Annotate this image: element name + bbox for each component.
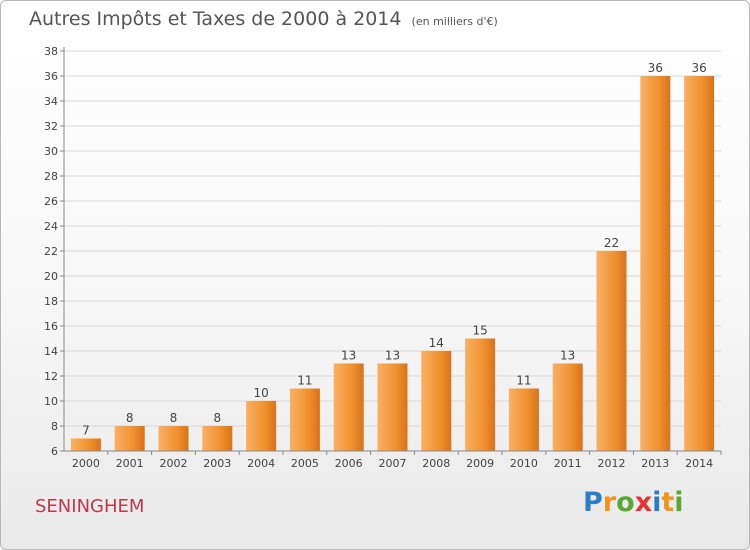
logo-letter: P — [583, 487, 603, 518]
bar-value-label: 15 — [472, 324, 487, 338]
bar — [333, 363, 364, 451]
y-tick-label: 36 — [44, 70, 58, 83]
x-tick-label: 2003 — [203, 457, 231, 470]
bar-value-label: 11 — [297, 374, 312, 388]
bar — [202, 426, 233, 451]
logo-letter: i — [652, 487, 662, 518]
x-tick-label: 2007 — [379, 457, 407, 470]
x-tick-label: 2013 — [641, 457, 669, 470]
x-tick-label: 2002 — [160, 457, 188, 470]
x-tick-label: 2012 — [598, 457, 626, 470]
y-tick-label: 6 — [51, 445, 58, 458]
bar-value-label: 14 — [429, 336, 444, 350]
y-tick-label: 22 — [44, 245, 58, 258]
y-tick-label: 10 — [44, 395, 58, 408]
bar — [377, 363, 408, 451]
bar — [684, 76, 715, 451]
bar-value-label: 13 — [385, 349, 400, 363]
bar — [114, 426, 145, 451]
chart-title-text: Autres Impôts et Taxes de 2000 à 2014 — [29, 8, 402, 30]
bar-value-label: 8 — [126, 411, 134, 425]
y-tick-label: 34 — [44, 95, 58, 108]
bar — [246, 401, 277, 451]
y-tick-label: 30 — [44, 145, 58, 158]
bar — [596, 251, 627, 451]
bar — [640, 76, 671, 451]
bar — [465, 338, 496, 451]
x-tick-label: 2014 — [685, 457, 713, 470]
bar-value-label: 8 — [170, 411, 178, 425]
logo-letter: x — [634, 487, 653, 518]
proxiti-logo: Proxiti — [583, 487, 684, 518]
bar — [289, 388, 320, 451]
chart-subtitle: (en milliers d'€) — [411, 15, 498, 28]
y-tick-label: 32 — [44, 120, 58, 133]
x-tick-label: 2000 — [72, 457, 100, 470]
y-tick-label: 26 — [44, 195, 58, 208]
bar — [552, 363, 583, 451]
bar-value-label: 7 — [82, 424, 90, 438]
bar — [421, 351, 452, 451]
logo-letter: i — [674, 487, 684, 518]
bar — [70, 438, 101, 451]
x-tick-label: 2001 — [116, 457, 144, 470]
chart-title: Autres Impôts et Taxes de 2000 à 2014 (e… — [29, 8, 498, 30]
x-tick-label: 2010 — [510, 457, 538, 470]
bar-value-label: 22 — [604, 236, 619, 250]
bar — [508, 388, 539, 451]
x-tick-label: 2004 — [247, 457, 275, 470]
y-tick-label: 28 — [44, 170, 58, 183]
bar — [158, 426, 189, 451]
y-tick-label: 20 — [44, 270, 58, 283]
y-tick-label: 24 — [44, 220, 58, 233]
y-tick-label: 14 — [44, 345, 58, 358]
bar-value-label: 13 — [341, 349, 356, 363]
x-tick-label: 2008 — [422, 457, 450, 470]
x-tick-label: 2006 — [335, 457, 363, 470]
logo-letter: r — [602, 487, 617, 518]
bar-value-label: 10 — [253, 386, 268, 400]
logo-letter: o — [616, 487, 635, 518]
x-tick-label: 2009 — [466, 457, 494, 470]
y-tick-label: 38 — [44, 45, 58, 58]
bar-value-label: 36 — [648, 61, 663, 75]
y-tick-label: 16 — [44, 320, 58, 333]
bar-value-label: 13 — [560, 349, 575, 363]
place-name: SENINGHEM — [35, 496, 145, 517]
x-tick-label: 2005 — [291, 457, 319, 470]
x-tick-label: 2011 — [554, 457, 582, 470]
y-tick-label: 8 — [51, 420, 58, 433]
y-tick-label: 18 — [44, 295, 58, 308]
bar-value-label: 11 — [516, 374, 531, 388]
bar-value-label: 36 — [691, 61, 706, 75]
bar-value-label: 8 — [213, 411, 221, 425]
y-tick-label: 12 — [44, 370, 58, 383]
logo-letter: t — [661, 487, 675, 518]
